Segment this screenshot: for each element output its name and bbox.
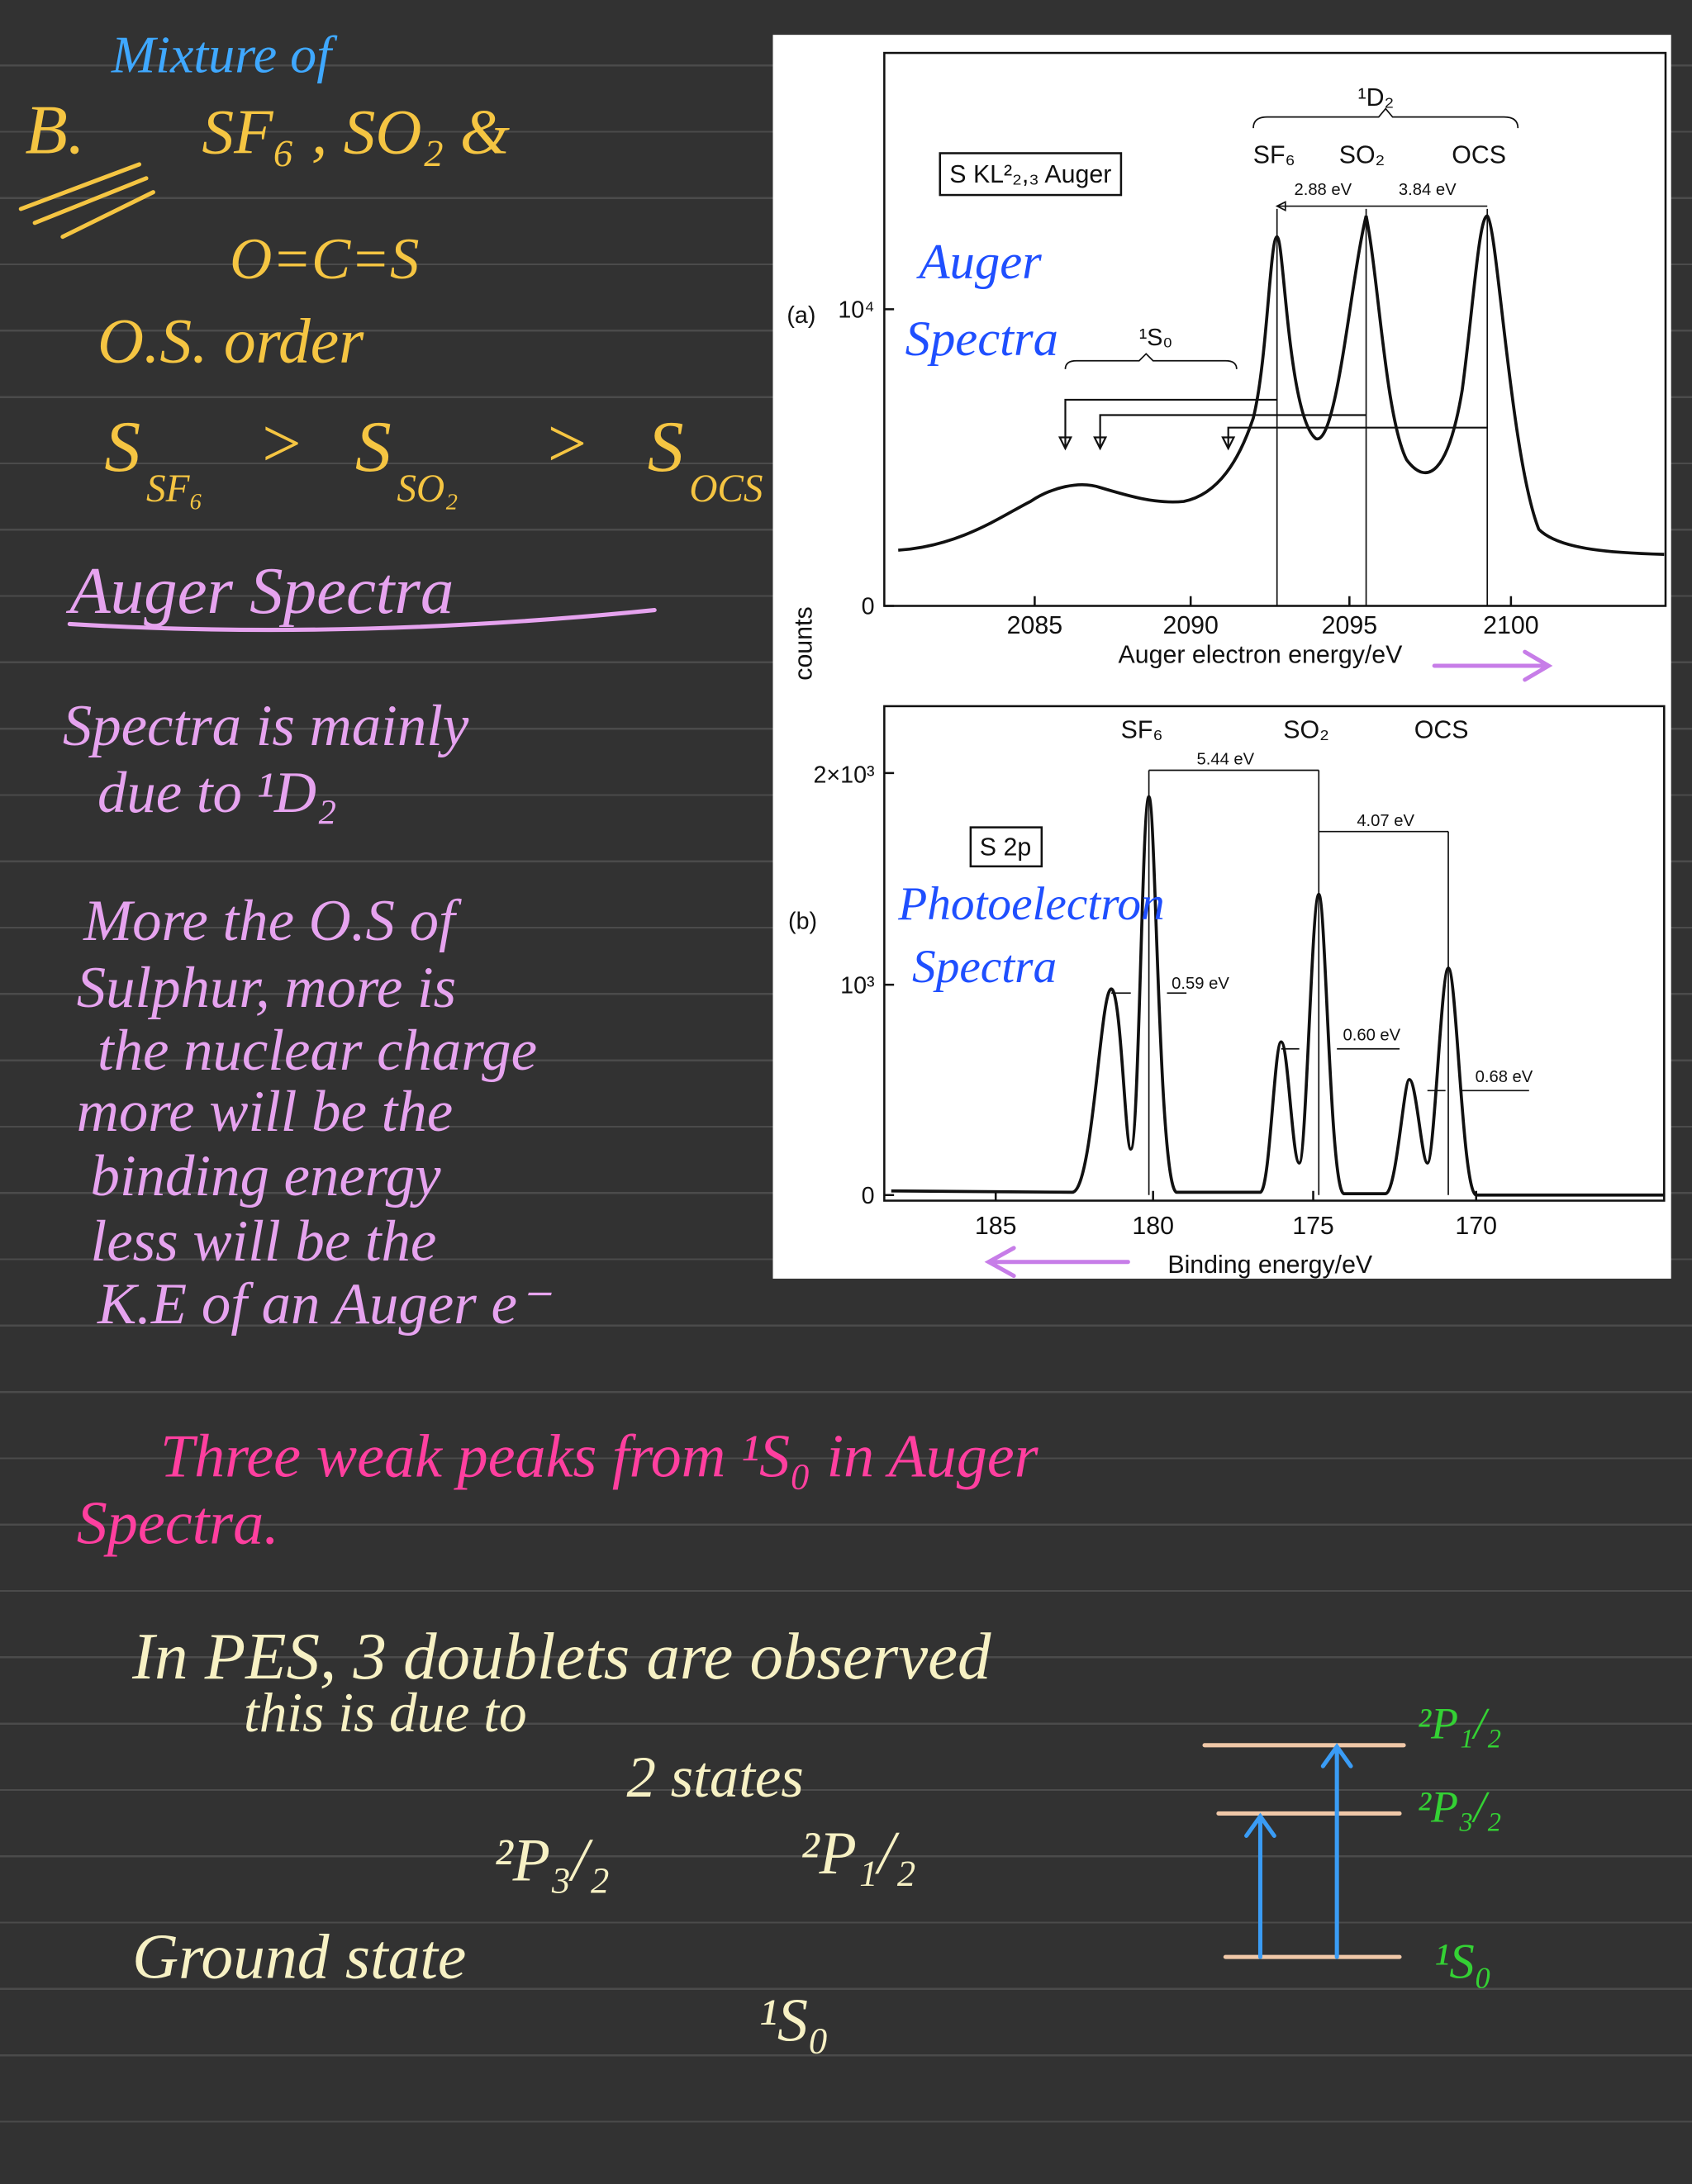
- note-text: O=C=S: [230, 227, 419, 292]
- note-subscript: SF₆: [146, 468, 203, 510]
- peak-label: SO₂: [1283, 717, 1329, 744]
- axes-a: [883, 51, 1667, 607]
- heading-underline: [67, 608, 657, 633]
- note-text: More the O.S of: [83, 889, 462, 953]
- note-text: Mixture of: [111, 26, 338, 84]
- gap-label: 0.68 eV: [1476, 1068, 1533, 1086]
- axis-label: Binding energy/eV: [1167, 1251, 1373, 1279]
- tick-label: 2095: [1322, 612, 1377, 639]
- note-label: B.: [25, 92, 85, 169]
- note-text: Three weak peaks from ¹S₀ in Auger: [160, 1422, 1039, 1490]
- energy-levels: [1202, 1743, 1406, 1959]
- energy-arrow: [1432, 649, 1553, 682]
- peak-label: SF₆: [1253, 141, 1295, 169]
- note-text: binding energy: [91, 1144, 442, 1208]
- tick-label: 10⁴: [838, 297, 874, 323]
- gap-label: 0.60 eV: [1343, 1027, 1400, 1045]
- tick-label: 175: [1292, 1213, 1334, 1240]
- gap-label: 5.44 eV: [1196, 751, 1254, 769]
- figure-annotation: Spectra: [905, 311, 1058, 367]
- note-text: Spectra is mainly: [63, 694, 469, 758]
- box-a: [939, 152, 1123, 197]
- note-text: 2 states: [627, 1745, 804, 1810]
- note-text: ²P₃/₂: [494, 1826, 610, 1894]
- note-text: Sulphur, more is: [77, 956, 456, 1020]
- box-label: S 2p: [980, 833, 1031, 861]
- note-text: more will be the: [77, 1080, 453, 1144]
- level-label: ²P₁/₂: [1418, 1698, 1502, 1748]
- note-text: K.E of an Auger e⁻: [97, 1272, 552, 1337]
- pes-guides: [1111, 769, 1529, 1195]
- gap-label: 3.84 eV: [1399, 181, 1457, 199]
- note-text: SF₆ , SO₂ &: [202, 96, 510, 167]
- note-text: In PES, 3 doublets are observed: [131, 1619, 991, 1693]
- note-text: the nuclear charge: [97, 1018, 537, 1083]
- tick-label: 2×10³: [813, 762, 874, 789]
- label-underline: [18, 162, 155, 240]
- axis-label: Auger electron energy/eV: [1119, 642, 1404, 669]
- tick-label: 2085: [1007, 612, 1062, 639]
- tick-label: 170: [1455, 1213, 1497, 1240]
- note-symbol: S: [355, 406, 392, 487]
- figure-background: [772, 35, 1671, 1279]
- tick-label: 0: [862, 1183, 875, 1209]
- box-b: [969, 826, 1043, 868]
- note-symbol: >: [543, 406, 590, 482]
- gap-label: 0.59 eV: [1172, 975, 1229, 993]
- auger-spectrum: [898, 214, 1665, 556]
- level-label: ¹S₀: [1434, 1934, 1492, 1989]
- gap-label: 2.88 eV: [1294, 181, 1352, 199]
- panel-tag: (a): [787, 302, 815, 329]
- peak-label: OCS: [1452, 141, 1506, 169]
- note-text: Spectra.: [77, 1489, 279, 1557]
- peak-label: SO₂: [1339, 141, 1385, 169]
- note-text: due to ¹D₂: [97, 761, 337, 825]
- note-subscript: SO₂: [397, 468, 458, 510]
- auger-guides: [1064, 107, 1519, 606]
- ticks-a: [884, 308, 1513, 607]
- axis-label: counts: [791, 606, 818, 680]
- tick-label: 2100: [1483, 612, 1538, 639]
- tick-label: 185: [975, 1213, 1017, 1240]
- pes-spectrum: [891, 795, 1665, 1197]
- figure-annotation: Photoelectron: [897, 878, 1165, 930]
- note-text: ¹S₀: [759, 1987, 829, 2054]
- figure-annotation: Spectra: [912, 941, 1057, 993]
- note-subscript: OCS: [689, 468, 763, 510]
- binding-arrow: [984, 1246, 1130, 1279]
- note-symbol: S: [104, 406, 140, 487]
- transition-arrows: [1244, 1743, 1353, 1959]
- gap-label: 4.07 eV: [1357, 812, 1414, 830]
- peak-label: ¹S₀: [1139, 325, 1173, 351]
- note-text: this is due to: [244, 1682, 527, 1744]
- peak-label: OCS: [1414, 717, 1469, 744]
- note-symbol: S: [648, 406, 684, 487]
- peak-label: ¹D₂: [1357, 84, 1394, 112]
- note-text: Ground state: [132, 1920, 466, 1992]
- level-label: ²P₃/₂: [1418, 1783, 1502, 1832]
- box-label: S KL²₂,₃ Auger: [949, 161, 1111, 188]
- axes-b: [883, 705, 1666, 1202]
- s0-arrows: [1058, 398, 1488, 451]
- figure-lines: [883, 51, 1667, 1202]
- tick-label: 180: [1132, 1213, 1174, 1240]
- note-text: O.S. order: [97, 305, 364, 376]
- panel-tag: (b): [788, 909, 817, 935]
- tick-label: 0: [862, 594, 875, 620]
- note-text: ²P₁/₂: [801, 1820, 916, 1887]
- figure-annotation: Auger: [915, 235, 1042, 290]
- tick-label: 2090: [1162, 612, 1218, 639]
- note-heading: Auger Spectra: [65, 553, 454, 628]
- pen-strokes: [18, 162, 1553, 1959]
- tick-label: 10³: [840, 972, 874, 999]
- note-text: less will be the: [91, 1209, 437, 1274]
- peak-label: SF₆: [1121, 717, 1163, 744]
- note-symbol: >: [258, 406, 305, 482]
